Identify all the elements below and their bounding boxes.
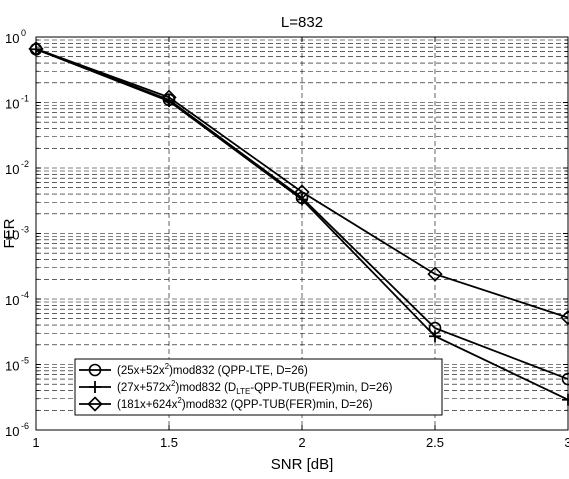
series-line-diamond (35, 47, 569, 319)
diamond-marker (87, 396, 103, 412)
y-tick-exponent: -3 (21, 225, 29, 235)
legend-entry: (25x+52x2)mod832 (QPP-LTE, D=26) (79, 362, 308, 377)
y-tick-exponent: 0 (21, 28, 26, 38)
diamond-marker (294, 184, 310, 200)
diamond-marker (427, 266, 443, 282)
y-tick-label: 10 (5, 359, 19, 374)
y-tick-label: 10 (5, 162, 19, 177)
x-tick-label: 2 (298, 435, 305, 450)
legend-label: (27x+572x2)mod832 (DLTE-QPP-TUB(FER)min,… (117, 379, 393, 396)
legend-box (74, 358, 443, 416)
y-tick-exponent: -1 (21, 94, 29, 104)
chart-title: L=832 (281, 14, 323, 31)
x-tick-label: 2.5 (426, 435, 444, 450)
legend-label: (181x+624x2)mod832 (QPP-TUB(FER)min, D=2… (117, 396, 373, 411)
y-tick-exponent: -6 (21, 421, 29, 431)
y-tick-exponent: -4 (21, 290, 29, 300)
y-tick-label: 10 (5, 31, 19, 46)
legend-entry: (181x+624x2)mod832 (QPP-TUB(FER)min, D=2… (79, 396, 373, 412)
y-tick-label: 10 (5, 293, 19, 308)
legend-label: (25x+52x2)mod832 (QPP-LTE, D=26) (117, 362, 308, 377)
legend-entry: (27x+572x2)mod832 (DLTE-QPP-TUB(FER)min,… (79, 379, 393, 396)
plus-marker (89, 381, 101, 393)
x-axis-label: SNR [dB] (271, 456, 334, 473)
circle-marker (88, 363, 102, 377)
x-tick-label: 3 (564, 435, 569, 450)
y-tick-label: 10 (5, 97, 19, 112)
plus-marker (429, 330, 441, 343)
x-tick-label: 1.5 (160, 435, 178, 450)
y-tick-label: 10 (5, 424, 19, 439)
x-tick-label: 1 (32, 435, 39, 450)
diamond-marker (161, 89, 177, 105)
y-tick-exponent: -5 (21, 356, 29, 366)
y-tick-label: 10 (5, 228, 19, 243)
y-tick-exponent: -2 (21, 159, 29, 169)
data-series (28, 41, 569, 406)
legend: (25x+52x2)mod832 (QPP-LTE, D=26) (27x+572… (74, 358, 443, 416)
y-axis-label: FER (1, 218, 18, 248)
